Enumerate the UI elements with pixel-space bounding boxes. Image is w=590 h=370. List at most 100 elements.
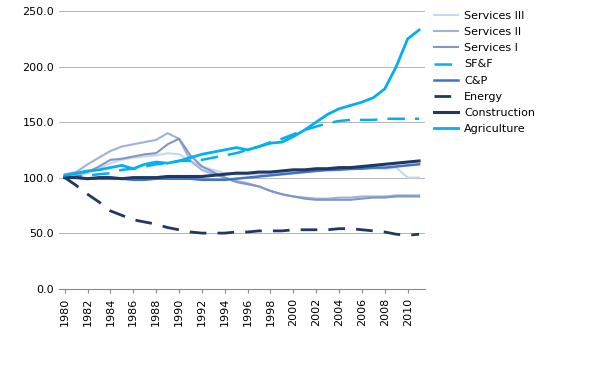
Construction <box>255 170 263 174</box>
Services II <box>130 142 137 147</box>
SF&F <box>381 117 388 121</box>
SF&F <box>313 124 320 129</box>
Services III <box>232 172 240 176</box>
Services I <box>301 196 309 201</box>
Services II <box>232 179 240 183</box>
Services II <box>119 144 126 149</box>
Construction <box>393 161 400 165</box>
SF&F <box>73 174 80 179</box>
Services III <box>290 170 297 174</box>
Energy <box>278 229 286 233</box>
Energy <box>404 233 411 238</box>
Agriculture <box>232 145 240 150</box>
Services I <box>141 152 148 157</box>
SF&F <box>187 159 194 163</box>
Services II <box>415 193 422 198</box>
SF&F <box>415 117 422 121</box>
Energy <box>221 231 228 235</box>
Agriculture <box>347 103 354 108</box>
C&P <box>210 178 217 182</box>
Services I <box>370 195 377 200</box>
Agriculture <box>404 37 411 41</box>
Energy <box>347 226 354 231</box>
Services II <box>404 193 411 198</box>
C&P <box>267 173 274 178</box>
Construction <box>73 175 80 180</box>
Agriculture <box>187 155 194 160</box>
Line: Services III: Services III <box>65 153 419 178</box>
Energy <box>370 229 377 233</box>
SF&F <box>290 132 297 137</box>
Agriculture <box>141 162 148 166</box>
Energy <box>324 228 331 232</box>
Services I <box>393 194 400 199</box>
Line: C&P: C&P <box>65 164 419 180</box>
Services II <box>107 149 114 153</box>
SF&F <box>107 171 114 175</box>
C&P <box>347 166 354 171</box>
SF&F <box>404 117 411 121</box>
Agriculture <box>278 140 286 144</box>
Services II <box>61 172 68 176</box>
Services I <box>381 195 388 200</box>
Services I <box>267 189 274 193</box>
Construction <box>301 168 309 172</box>
Services I <box>404 194 411 199</box>
Agriculture <box>130 166 137 171</box>
Construction <box>404 160 411 164</box>
Services I <box>96 164 103 169</box>
Services II <box>290 194 297 199</box>
Services III <box>130 155 137 160</box>
Services I <box>119 157 126 161</box>
Energy <box>153 222 160 226</box>
Services I <box>130 154 137 159</box>
Services II <box>175 137 182 141</box>
SF&F <box>393 117 400 121</box>
Services III <box>153 153 160 158</box>
Services III <box>336 168 343 172</box>
Energy <box>267 229 274 233</box>
Legend: Services III, Services II, Services I, SF&F, C&P, Energy, Construction, Agricult: Services III, Services II, Services I, S… <box>434 11 535 134</box>
SF&F <box>370 118 377 122</box>
Line: Services I: Services I <box>65 139 419 200</box>
Agriculture <box>393 64 400 69</box>
Services I <box>175 137 182 141</box>
Energy <box>415 232 422 236</box>
Services III <box>96 166 103 171</box>
Agriculture <box>96 168 103 172</box>
Agriculture <box>324 112 331 117</box>
SF&F <box>278 137 286 141</box>
Services III <box>119 158 126 162</box>
Services I <box>84 170 91 174</box>
C&P <box>255 174 263 179</box>
Services I <box>313 198 320 202</box>
Services I <box>244 182 251 186</box>
C&P <box>278 172 286 176</box>
Services III <box>244 172 251 176</box>
Services II <box>255 184 263 189</box>
Energy <box>84 192 91 196</box>
C&P <box>336 168 343 172</box>
Construction <box>96 175 103 180</box>
Agriculture <box>244 148 251 152</box>
Agriculture <box>175 159 182 163</box>
Agriculture <box>313 120 320 124</box>
Services I <box>358 196 365 201</box>
C&P <box>119 176 126 181</box>
SF&F <box>96 172 103 176</box>
Construction <box>324 166 331 171</box>
Construction <box>221 172 228 176</box>
Services III <box>107 161 114 165</box>
Services II <box>278 192 286 196</box>
Services II <box>267 189 274 193</box>
Services I <box>164 142 171 147</box>
SF&F <box>336 119 343 123</box>
SF&F <box>244 148 251 152</box>
Energy <box>175 228 182 232</box>
Construction <box>198 174 205 179</box>
C&P <box>301 170 309 174</box>
Services III <box>381 166 388 171</box>
Construction <box>119 176 126 181</box>
Construction <box>187 174 194 179</box>
Services III <box>73 174 80 179</box>
